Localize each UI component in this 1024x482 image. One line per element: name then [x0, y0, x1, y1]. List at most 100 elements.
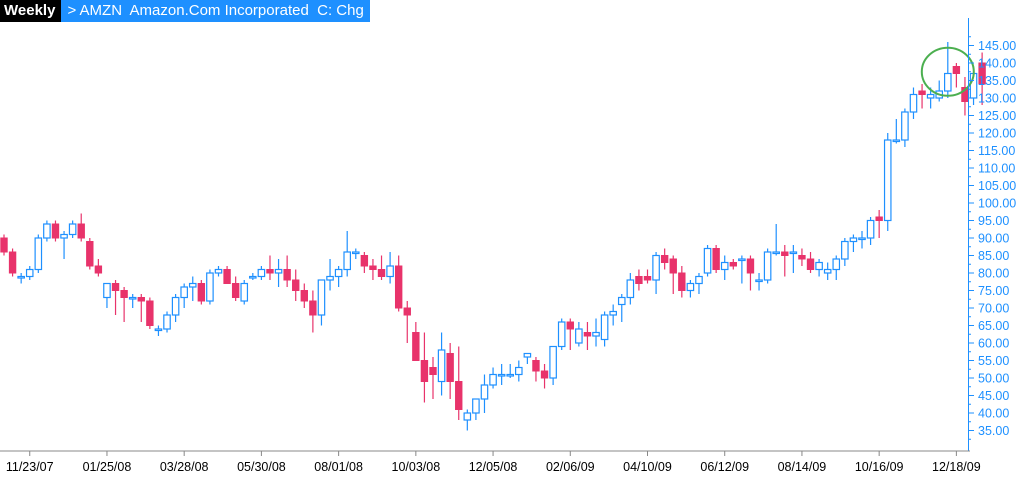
candle-body-up [755, 279, 763, 283]
candle-body-up [772, 251, 781, 255]
candle [283, 255, 291, 287]
candle-body-up [926, 93, 935, 99]
candle [326, 259, 334, 291]
candle-body-down [532, 360, 540, 372]
candle-body-down [798, 255, 806, 260]
candle-body-down [746, 258, 755, 274]
candle [446, 343, 454, 399]
candle-body-down [77, 223, 85, 239]
candle-body-up [437, 349, 446, 383]
candle-body-up [858, 237, 866, 241]
candle-body-up [343, 251, 352, 271]
candle [652, 252, 660, 294]
candle-body-up [626, 279, 635, 299]
candle-body-up [849, 237, 858, 243]
candle-body-up [489, 373, 497, 386]
x-tick-label: 04/10/09 [623, 460, 672, 474]
candle-body-up [738, 258, 746, 262]
candle [223, 266, 231, 284]
candle-body-up [549, 345, 557, 379]
y-tick-label: 100.00 [978, 197, 1016, 211]
candle [823, 262, 832, 280]
candle-body-up [892, 139, 901, 143]
candle-body-up [832, 258, 841, 271]
candle [369, 259, 377, 280]
candle-body-up [557, 321, 566, 348]
candle [111, 280, 120, 315]
candle [772, 224, 781, 256]
symbol-title[interactable]: > AMZN Amazon.Com Incorporated C: Chg [61, 0, 370, 22]
candle-body-up [128, 296, 137, 300]
x-tick-label: 11/23/07 [6, 460, 54, 474]
candle [171, 294, 180, 322]
candle [206, 269, 214, 305]
candle-body-up [171, 296, 180, 316]
candle [858, 231, 866, 249]
candle [386, 252, 394, 284]
candle [429, 357, 437, 399]
candle [961, 77, 969, 116]
candle-body-up [841, 240, 849, 260]
candle-body-down [455, 381, 463, 410]
y-tick-label: 40.00 [978, 407, 1009, 421]
y-tick-label: 75.00 [978, 284, 1009, 298]
candle-body-down [875, 216, 883, 221]
candle-body-down [86, 241, 94, 267]
candle [798, 248, 806, 266]
candle-body-down [403, 307, 411, 316]
candle-layer [0, 42, 986, 431]
period-label[interactable]: Weekly [0, 0, 62, 22]
candle-body-up [17, 275, 25, 279]
candle [901, 108, 909, 147]
candle [412, 322, 420, 361]
candle [626, 273, 635, 305]
candle-body-up [720, 261, 729, 271]
candle [377, 255, 386, 280]
candle [128, 294, 137, 308]
candle-body-up [163, 314, 171, 330]
candle-body-up [68, 223, 77, 236]
candle [455, 346, 463, 420]
candle-body-down [197, 283, 206, 302]
candle-body-up [866, 219, 875, 239]
candle [575, 322, 583, 347]
candle [712, 245, 720, 273]
y-tick-label: 145.00 [978, 39, 1016, 53]
candle [935, 80, 944, 102]
candle-body-down [111, 283, 120, 291]
y-tick-label: 45.00 [978, 389, 1009, 403]
candle [154, 325, 163, 336]
candle-body-up [523, 352, 532, 358]
y-tick-label: 85.00 [978, 249, 1009, 263]
candle-body-up [103, 282, 111, 299]
candle [549, 345, 557, 385]
candle [463, 409, 472, 431]
x-tick-label: 08/14/09 [778, 460, 827, 474]
y-tick-label: 50.00 [978, 372, 1009, 386]
candle [17, 273, 25, 284]
candle-body-down [377, 269, 386, 277]
candle-body-down [806, 258, 815, 270]
candle [506, 364, 515, 378]
candle-body-up [823, 268, 832, 274]
candle-body-down [583, 332, 592, 337]
y-tick-label: 80.00 [978, 267, 1009, 281]
candle-body-up [463, 412, 472, 421]
candle-body-up [575, 328, 583, 344]
candle [351, 248, 360, 259]
y-axis: 35.00 40.00 45.00 50.00 55.00 60.00 65.00 70.00… [968, 18, 1016, 451]
candle [875, 210, 883, 238]
candle-body-down [394, 265, 403, 309]
candle-body-down [137, 297, 145, 302]
candle-body-down [669, 258, 677, 274]
candle-body-up [514, 366, 523, 376]
candle-body-up [326, 275, 334, 281]
candle [292, 269, 300, 301]
candle [883, 133, 892, 231]
candle-body-up [901, 111, 909, 141]
candle-body-down [918, 90, 926, 95]
candle-body-down [223, 269, 231, 284]
y-tick-label: 105.00 [978, 179, 1016, 193]
candle [806, 252, 815, 273]
